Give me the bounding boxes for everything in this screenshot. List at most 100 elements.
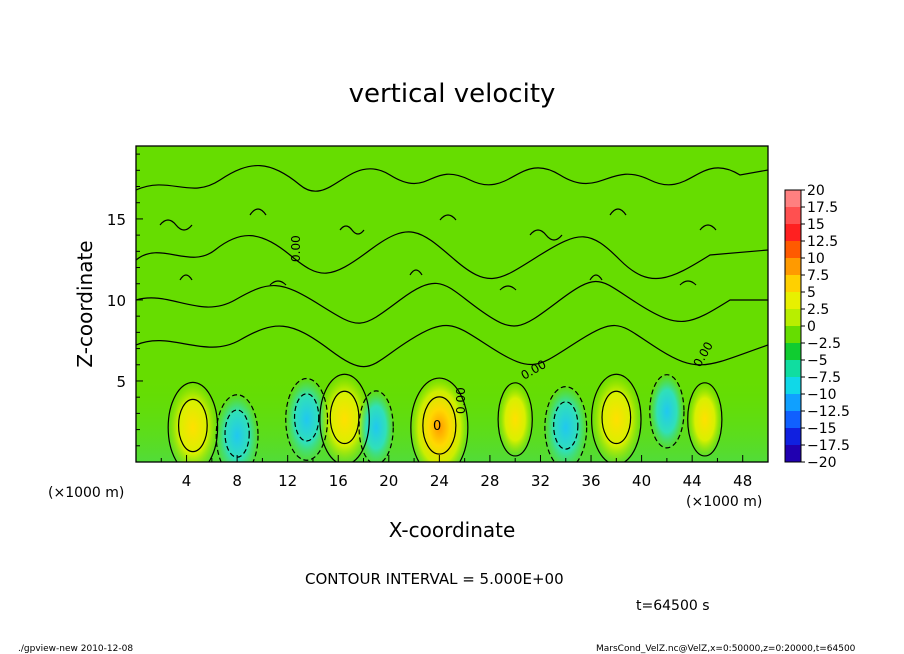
cell-contour xyxy=(329,390,360,445)
downdraft-cell xyxy=(543,384,588,462)
x-tick-label: 12 xyxy=(278,472,297,490)
colorbar-label: 17.5 xyxy=(807,200,838,216)
colorbar: 2017.51512.5107.552.50−2.5−5−7.5−10−12.5… xyxy=(784,183,850,471)
colorbar-label: −5 xyxy=(807,353,828,369)
colorbar-label: 12.5 xyxy=(807,234,838,250)
colorbar-swatch xyxy=(785,428,801,446)
colorbar-swatch xyxy=(785,445,801,463)
colorbar-swatch xyxy=(785,309,801,327)
cell-contour xyxy=(649,374,685,449)
colorbar-swatch xyxy=(785,275,801,293)
cell-contour xyxy=(177,398,208,453)
colorbar-label: 10 xyxy=(807,251,825,267)
cell-contour xyxy=(293,393,320,442)
updraft-cell xyxy=(497,380,534,458)
contour-line xyxy=(136,325,768,368)
cell-contour xyxy=(591,373,642,462)
cell-contour xyxy=(285,377,329,461)
downdraft-cell xyxy=(358,388,395,462)
plot-area xyxy=(136,146,768,462)
x-tick-label: 40 xyxy=(632,472,651,490)
x-axis: 4 8 12 16 20 24 28 32 36 40 44 48 xyxy=(160,455,752,490)
updraft-cell xyxy=(409,375,470,462)
updraft-cell xyxy=(590,371,643,462)
colorbar-label: 0 xyxy=(807,319,816,335)
time-text: t=64500 s xyxy=(636,598,710,614)
colorbar-label: 20 xyxy=(807,183,825,199)
colorbar-label: −2.5 xyxy=(807,336,841,352)
downdraft-cell xyxy=(648,372,685,450)
contour-label: 0.00 xyxy=(454,387,468,414)
upper-contours xyxy=(136,165,768,368)
colorbar-label: −15 xyxy=(807,421,837,437)
cell-contour xyxy=(553,401,579,450)
colorbar-swatch xyxy=(785,224,801,242)
y-tick-label: 15 xyxy=(107,211,126,229)
colorbar-swatch xyxy=(785,190,801,208)
plot-frame xyxy=(135,145,769,463)
contour-line xyxy=(179,269,697,291)
cell-contour xyxy=(544,386,588,462)
colorbar-swatch xyxy=(785,411,801,429)
colorbar-swatch xyxy=(785,326,801,344)
contour-line xyxy=(136,280,768,327)
cell-contour xyxy=(167,381,219,462)
contour-label: 0.00 xyxy=(289,235,303,262)
x-tick-label: 16 xyxy=(329,472,348,490)
x-tick-label: 28 xyxy=(480,472,499,490)
x-tick-label: 24 xyxy=(430,472,449,490)
x-unit-right: (×1000 m) xyxy=(686,494,762,510)
x-tick-label: 44 xyxy=(683,472,702,490)
colorbar-swatch xyxy=(785,241,801,259)
footer-left: ./gpview-new 2010-12-08 xyxy=(18,644,133,654)
colorbar-swatch xyxy=(785,360,801,378)
y-tick-label: 10 xyxy=(107,292,126,310)
colorbar-swatch xyxy=(785,258,801,276)
colorbar-label: −17.5 xyxy=(807,438,850,454)
chart-title: vertical velocity xyxy=(349,79,556,109)
y-axis-label: Z-coordinate xyxy=(73,240,97,367)
colorbar-swatch xyxy=(785,292,801,310)
colorbar-label: 5 xyxy=(807,285,816,301)
colorbar-label: −10 xyxy=(807,387,837,403)
colorbar-swatch xyxy=(785,394,801,412)
feature-layer xyxy=(166,371,723,462)
contour-label: 0 xyxy=(433,419,441,434)
cell-contours xyxy=(167,373,723,462)
footer-right: MarsCond_VelZ.nc@VelZ,x=0:50000,z=0:2000… xyxy=(596,644,856,654)
y-axis: 5 10 15 xyxy=(107,153,143,447)
cell-contour xyxy=(358,390,394,462)
colorbar-label: −12.5 xyxy=(807,404,850,420)
colorbar-label: −20 xyxy=(807,455,837,471)
x-tick-label: 48 xyxy=(733,472,752,490)
y-tick-label: 5 xyxy=(116,373,126,391)
colorbar-swatch xyxy=(785,207,801,225)
x-tick-label: 8 xyxy=(232,472,242,490)
downdraft-cell xyxy=(215,392,260,462)
colorbar-label: 7.5 xyxy=(807,268,829,284)
cell-contour xyxy=(497,382,533,457)
updraft-cell xyxy=(166,380,219,462)
cell-contour xyxy=(319,373,370,462)
contour-interval-text: CONTOUR INTERVAL = 5.000E+00 xyxy=(305,570,564,588)
cell-contour xyxy=(422,396,457,455)
colorbar-label: −7.5 xyxy=(807,370,841,386)
cell-contour xyxy=(687,382,723,457)
colorbar-label: 2.5 xyxy=(807,302,829,318)
x-tick-label: 36 xyxy=(581,472,600,490)
cell-contour xyxy=(215,394,259,462)
colorbar-swatch xyxy=(785,343,801,361)
contour-line xyxy=(136,231,768,280)
x-tick-label: 32 xyxy=(531,472,550,490)
x-unit-left: (×1000 m) xyxy=(48,485,124,501)
x-tick-label: 20 xyxy=(379,472,398,490)
cell-contour xyxy=(601,390,632,445)
updraft-cell xyxy=(318,371,371,462)
colorbar-label: 15 xyxy=(807,217,825,233)
x-tick-label: 4 xyxy=(182,472,192,490)
colorbar-swatch xyxy=(785,377,801,395)
cell-contour xyxy=(410,377,469,462)
x-axis-label: X-coordinate xyxy=(389,518,516,542)
downdraft-cell xyxy=(284,376,329,462)
